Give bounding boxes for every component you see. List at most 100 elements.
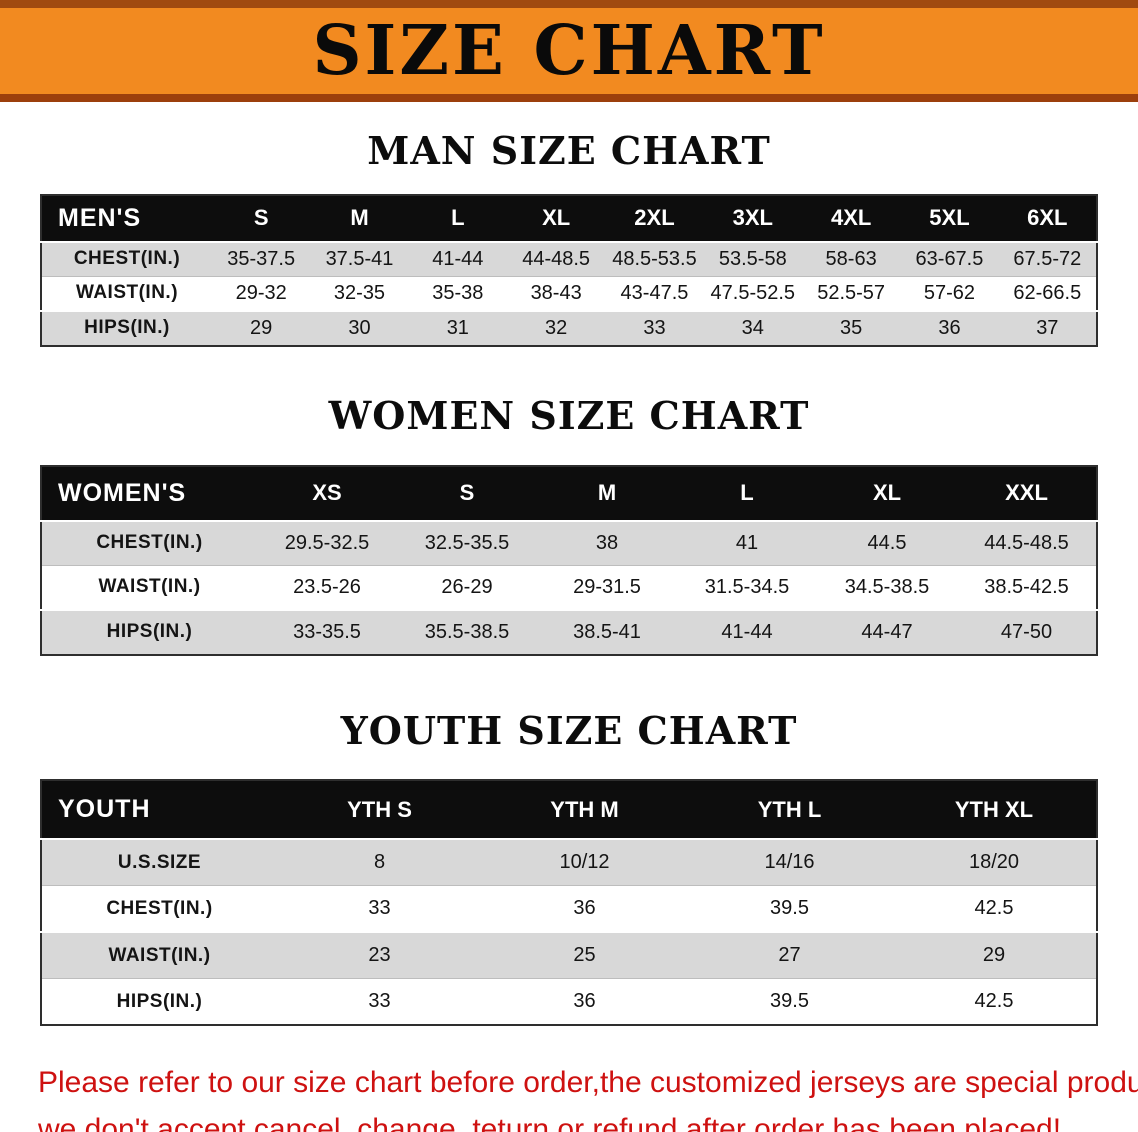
table-header-row: WOMEN'S XS S M L XL XXL (41, 465, 1097, 521)
measurement-value: 23 (368, 944, 391, 967)
measurement-value: 62-66.5 (1013, 281, 1082, 304)
disclaimer: Please refer to our size chart before or… (38, 1060, 1138, 1132)
measurement-value: 47.5-52.5 (710, 281, 796, 304)
measurement-value: 35.5-38.5 (424, 620, 510, 643)
measurement-value: 23.5-26 (293, 575, 361, 598)
measurement-label: HIPS(IN.) (116, 990, 203, 1012)
table-header-row: YOUTH YTH S YTH M YTH L YTH XL (41, 780, 1097, 840)
measurement-value: 36 (938, 316, 961, 339)
measurement-label: U.S.SIZE (117, 851, 202, 873)
men-section-heading: MAN SIZE CHART (367, 128, 771, 173)
measurement-label: WAIST(IN.) (108, 944, 211, 966)
measurement-value: 42.5 (974, 897, 1014, 920)
measurement-value: 39.5 (770, 897, 809, 920)
measurement-value: 35-37.5 (227, 247, 296, 270)
size-column-header: XXL (1005, 480, 1048, 506)
measurement-value: 31 (446, 316, 469, 339)
measurement-value: 32.5-35.5 (424, 531, 510, 554)
table-row: CHEST(IN.) 35-37.5 37.5-41 41-44 44-48.5 48.5… (41, 241, 1097, 277)
size-column-header: 3XL (732, 205, 773, 231)
table-corner-label: WOMEN'S (58, 478, 187, 507)
measurement-value: 38 (595, 531, 619, 554)
youth-section-heading: YOUTH SIZE CHART (340, 707, 798, 753)
women-size-table: WOMEN'S XS S M L XL XXL CHEST(IN.) 29.5-32.5 32.5… (40, 464, 1098, 656)
measurement-value: 38.5-42.5 (984, 575, 1069, 598)
measurement-value: 67.5-72 (1013, 247, 1082, 270)
measurement-value: 33-35.5 (293, 620, 361, 643)
measurement-value: 29.5-32.5 (284, 531, 370, 554)
size-column-header: XS (312, 480, 342, 506)
measurement-value: 47-50 (1000, 620, 1053, 643)
youth-size-section: YOUTH SIZE CHART YOUTH YTH S YTH M YTH L YTH… (0, 707, 1138, 1027)
men-size-table: MEN'S S M L XL 2XL 3XL 4XL 5XL 6XL CHEST(IN.) 35-37… (40, 193, 1098, 347)
measurement-value: 26-29 (441, 575, 493, 598)
table-header-row: MEN'S S M L XL 2XL 3XL 4XL 5XL 6XL (41, 194, 1097, 242)
measurement-value: 38.5-41 (573, 620, 641, 643)
measurement-value: 44.5-48.5 (984, 531, 1069, 554)
table-row: CHEST(IN.) 29.5-32.5 32.5-35.5 38 41 44.5 44.5… (41, 520, 1097, 566)
men-size-section: MAN SIZE CHART MEN'S S M L XL 2XL 3XL 4XL 5XL 6XL… (0, 130, 1138, 347)
measurement-value: 14/16 (764, 851, 815, 874)
size-column-header: YTH L (757, 796, 822, 822)
measurement-value: 29-31.5 (573, 575, 641, 598)
measurement-label: CHEST(IN.) (106, 897, 213, 919)
measurement-value: 10/12 (559, 851, 610, 874)
table-row: WAIST(IN.) 23.5-26 26-29 29-31.5 31.5-34.5 34… (41, 565, 1097, 610)
measurement-value: 44-48.5 (522, 247, 591, 270)
measurement-value: 34.5-38.5 (844, 575, 930, 598)
measurement-value: 29-32 (235, 281, 287, 304)
measurement-value: 33 (368, 990, 391, 1013)
women-section-heading: WOMEN SIZE CHART (328, 392, 810, 438)
measurement-value: 33 (643, 316, 666, 339)
table-row: CHEST(IN.) 33 36 39.5 42.5 (41, 885, 1097, 933)
size-column-header: 2XL (634, 205, 675, 231)
measurement-label: WAIST(IN.) (75, 282, 179, 304)
measurement-label: HIPS(IN.) (84, 317, 170, 339)
disclaimer-line-1: Please refer to our size chart before or… (38, 1066, 1138, 1100)
measurement-value: 29 (982, 944, 1006, 967)
size-column-header: M (350, 205, 369, 231)
measurement-label: CHEST(IN.) (96, 532, 203, 554)
size-column-header: XL (542, 205, 571, 231)
size-column-header: 5XL (929, 205, 970, 231)
measurement-value: 31.5-34.5 (704, 575, 790, 598)
measurement-value: 34 (741, 316, 764, 339)
measurement-label: HIPS(IN.) (106, 621, 193, 643)
size-column-header: YTH M (550, 796, 619, 822)
measurement-value: 37 (1036, 316, 1059, 339)
table-row: U.S.SIZE 8 10/12 14/16 18/20 (41, 839, 1097, 886)
table-row: WAIST(IN.) 29-32 32-35 35-38 38-43 43-47.5 47.… (41, 276, 1097, 311)
size-column-header: L (451, 205, 465, 231)
measurement-value: 35-38 (432, 281, 484, 304)
size-column-header: M (597, 480, 617, 506)
measurement-value: 63-67.5 (915, 247, 984, 270)
table-row: HIPS(IN.) 29 30 31 32 33 34 35 36 37 (41, 310, 1097, 346)
measurement-value: 43-47.5 (620, 281, 689, 304)
size-column-header: 6XL (1027, 205, 1068, 231)
measurement-value: 44.5 (867, 531, 907, 554)
size-column-header: YTH S (347, 796, 412, 822)
table-row: WAIST(IN.) 23 25 27 29 (41, 932, 1097, 979)
measurement-value: 41 (735, 531, 759, 554)
measurement-value: 33 (368, 897, 391, 920)
measurement-value: 32-35 (333, 281, 386, 304)
page-title: SIZE CHART (312, 11, 826, 91)
measurement-label: CHEST(IN.) (73, 248, 181, 270)
measurement-value: 39.5 (770, 990, 809, 1013)
measurement-value: 29 (250, 316, 273, 339)
size-column-header: YTH XL (954, 796, 1034, 822)
measurement-value: 53.5-58 (718, 247, 787, 270)
measurement-value: 25 (573, 944, 596, 967)
size-column-header: S (253, 205, 269, 231)
measurement-value: 52.5-57 (817, 281, 886, 304)
measurement-value: 32 (545, 316, 568, 339)
measurement-value: 36 (573, 897, 596, 920)
measurement-value: 27 (778, 944, 801, 967)
size-column-header: S (459, 480, 475, 506)
measurement-value: 48.5-53.5 (612, 247, 697, 270)
table-row: HIPS(IN.) 33 36 39.5 42.5 (41, 978, 1097, 1026)
measurement-value: 8 (373, 851, 386, 874)
measurement-value: 58-63 (825, 247, 877, 270)
measurement-value: 36 (573, 990, 596, 1013)
